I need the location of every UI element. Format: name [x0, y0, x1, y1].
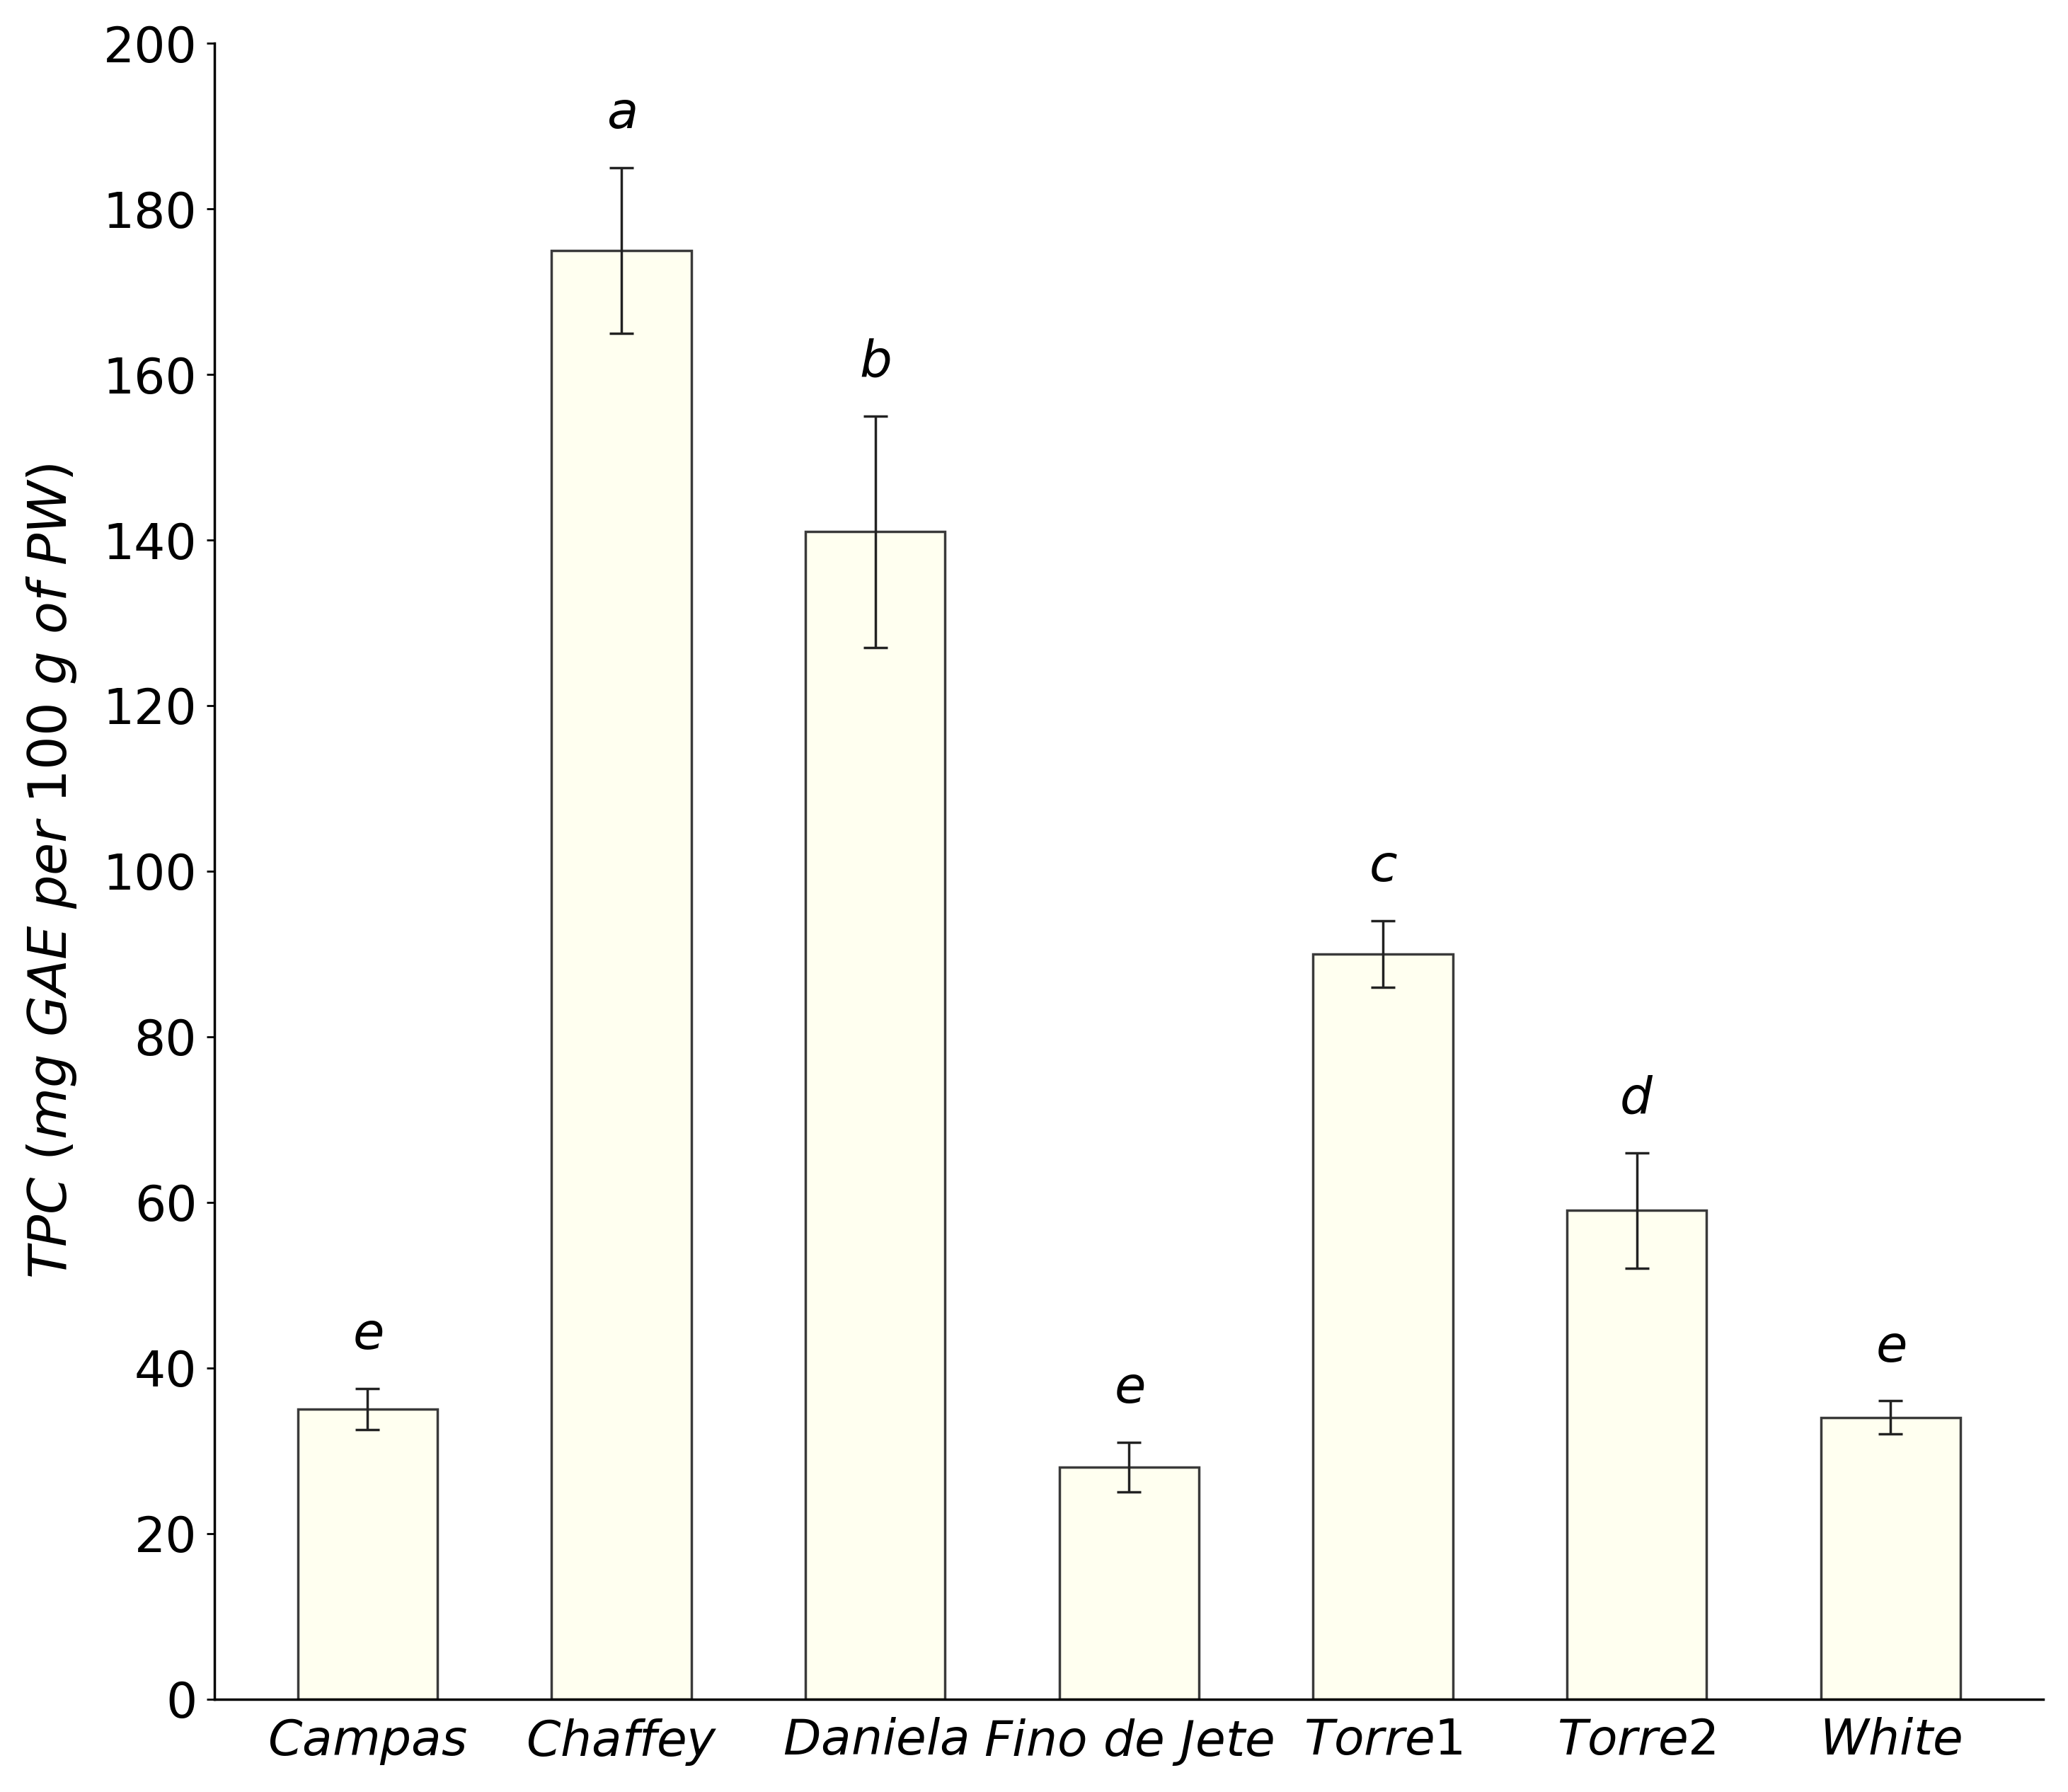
Bar	[1059, 1468, 1199, 1699]
Bar	[804, 532, 945, 1699]
Text: $\it{b}$: $\it{b}$	[860, 339, 891, 387]
Bar	[298, 1409, 436, 1699]
Bar	[1820, 1417, 1960, 1699]
Bar	[1313, 953, 1452, 1699]
Text: $\it{e}$: $\it{e}$	[1876, 1322, 1907, 1373]
Bar	[552, 251, 691, 1699]
Y-axis label: $\it{TPC\ (mg\ GAE\ per\ 100\ g\ of\ PW)}$: $\it{TPC\ (mg\ GAE\ per\ 100\ g\ of\ PW)…	[25, 464, 79, 1279]
Text: $\it{a}$: $\it{a}$	[606, 90, 637, 138]
Text: $\it{e}$: $\it{e}$	[1115, 1364, 1144, 1414]
Bar	[1568, 1211, 1706, 1699]
Text: $\it{e}$: $\it{e}$	[352, 1310, 383, 1360]
Text: $\it{d}$: $\it{d}$	[1619, 1075, 1654, 1124]
Text: $\it{c}$: $\it{c}$	[1369, 842, 1398, 892]
